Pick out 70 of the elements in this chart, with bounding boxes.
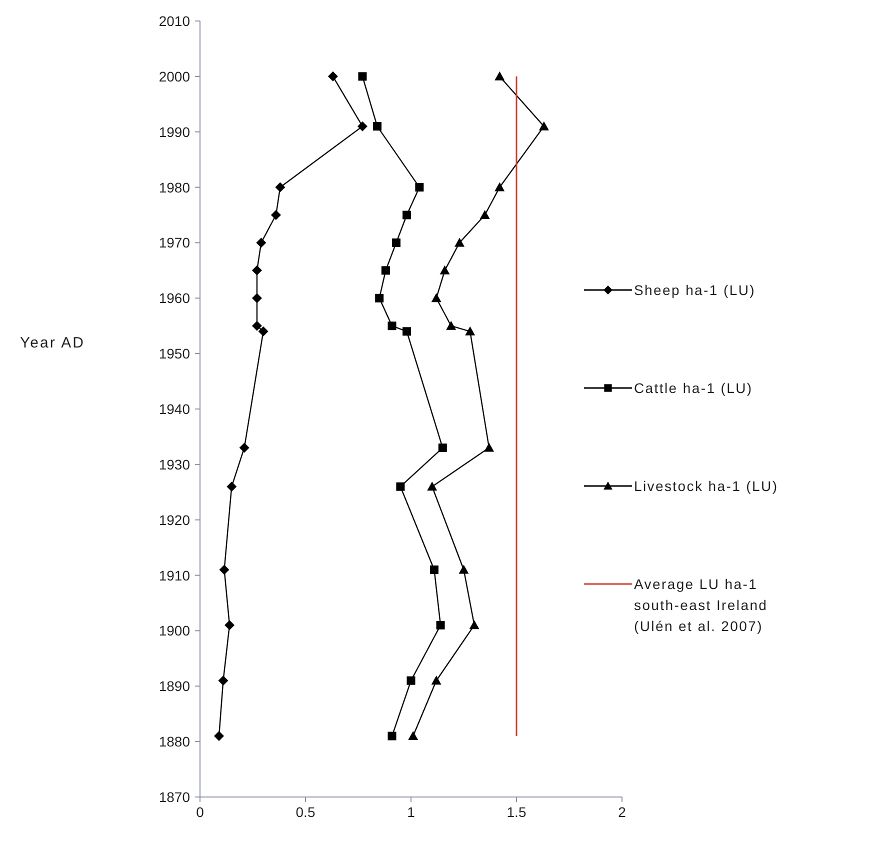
y-tick-label: 1880 [158, 734, 190, 750]
point [328, 71, 338, 82]
point [219, 564, 230, 575]
y-tick-label: 1990 [158, 124, 190, 140]
point [357, 121, 368, 132]
y-tick-label: 1980 [158, 179, 190, 196]
y-tick-label: 1900 [158, 622, 190, 639]
y-tick-label: 1890 [158, 678, 190, 694]
point [275, 182, 286, 192]
point [252, 320, 262, 331]
point [218, 676, 228, 686]
point [427, 482, 438, 491]
point [226, 482, 237, 492]
point [430, 565, 438, 574]
point [396, 482, 405, 491]
point [214, 731, 224, 742]
point [252, 265, 262, 276]
point [375, 294, 384, 302]
point [436, 620, 445, 630]
point [494, 71, 505, 80]
point [252, 293, 262, 304]
point [480, 210, 490, 219]
legend-label: Cattle ha-1 (LU) [634, 380, 753, 396]
point [494, 182, 505, 192]
point [454, 238, 465, 247]
legend-label: Average LU ha-1 south-east Ireland (Ulén et al. 2007) [634, 576, 768, 634]
point [440, 265, 450, 274]
point [388, 322, 396, 330]
point [256, 238, 266, 248]
x-tick-label: 1.5 [506, 804, 526, 820]
y-tick-label: 1950 [158, 346, 190, 362]
point [392, 238, 400, 247]
point [402, 327, 412, 336]
x-tick-label: 2 [618, 804, 626, 820]
point [458, 564, 469, 574]
point [270, 210, 281, 220]
y-tick-label: 2010 [158, 13, 190, 29]
y-tick-label: 1910 [158, 567, 190, 584]
point [446, 320, 456, 330]
y-tick-label: 2000 [158, 68, 190, 84]
point [438, 444, 447, 452]
y-tick-label: 1930 [158, 456, 190, 472]
point [431, 293, 442, 302]
y-tick-label: 1970 [158, 234, 190, 251]
x-tick-label: 1 [407, 804, 416, 820]
legend-label: Sheep ha-1 (LU) [634, 282, 756, 298]
point [538, 121, 549, 130]
point [469, 620, 480, 630]
point [372, 122, 382, 131]
y-tick-label: 1920 [158, 512, 190, 528]
point [381, 266, 390, 275]
point [406, 676, 416, 685]
point [484, 442, 494, 452]
point [388, 732, 396, 740]
y-tick-label: 1960 [158, 290, 190, 306]
legend-label: Livestock ha-1 (LU) [634, 478, 778, 494]
point [258, 326, 268, 336]
y-tick-label: 1870 [158, 789, 190, 805]
x-tick-label: 0 [196, 804, 204, 820]
point [402, 210, 412, 220]
point [415, 183, 424, 192]
point [239, 442, 250, 453]
y-axis-title: Year AD [20, 334, 85, 352]
point [408, 731, 418, 740]
x-tick-label: 0.5 [296, 804, 316, 820]
point [358, 72, 367, 81]
y-tick-label: 1940 [158, 401, 190, 417]
point [431, 676, 442, 685]
point [224, 620, 235, 630]
point [465, 326, 476, 336]
